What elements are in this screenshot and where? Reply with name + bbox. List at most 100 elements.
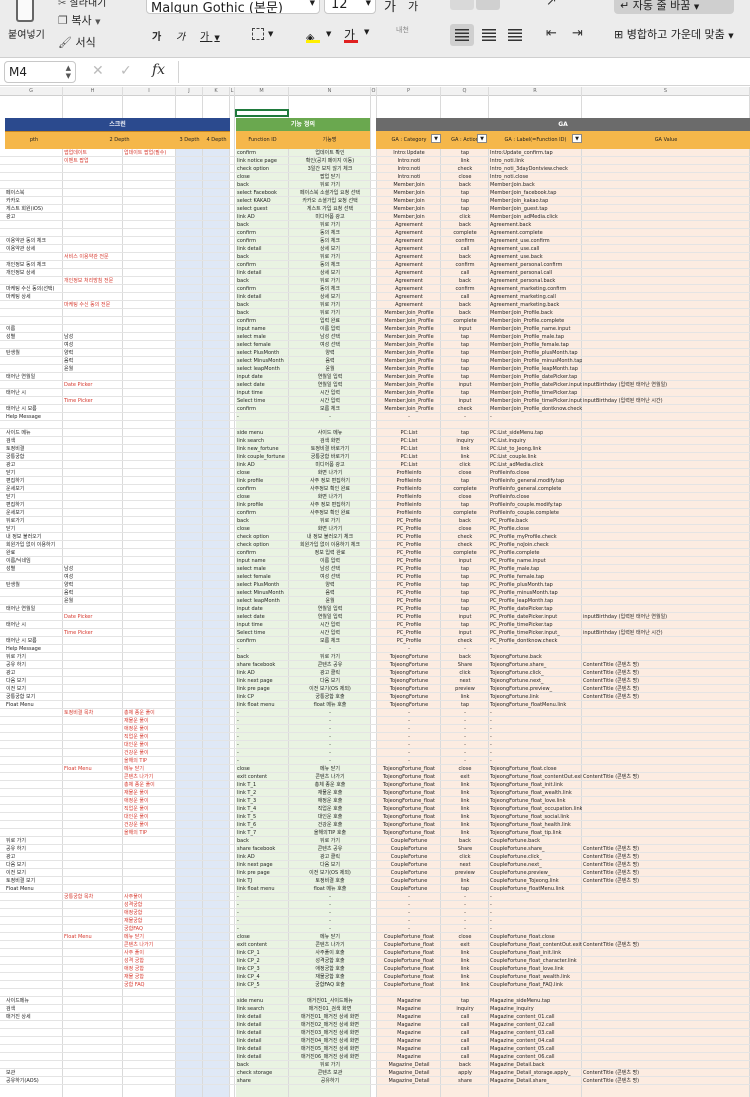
depth3-cell[interactable]: 메뉴 닫기	[124, 934, 144, 940]
depth2-cell[interactable]: Date Picker	[64, 382, 93, 388]
decrease-indent-button[interactable]: ⇤	[546, 26, 557, 41]
function-name-cell[interactable]: 이전 보기(OS 제외)	[309, 870, 351, 876]
ga-category-cell[interactable]: Member:Join_Profile	[384, 406, 434, 412]
function-name-cell[interactable]: 팝업 닫기	[320, 174, 340, 180]
function-id-cell[interactable]: input date	[237, 374, 263, 380]
ga-action-cell[interactable]: link	[460, 158, 470, 164]
depth1-cell[interactable]: 검색	[6, 438, 16, 444]
function-id-cell[interactable]: -	[237, 710, 239, 716]
depth1-cell[interactable]: 마케팅 수신 동의(선택)	[6, 286, 55, 292]
depth1-cell[interactable]: 토정비결 보기	[6, 878, 36, 884]
function-id-cell[interactable]: -	[237, 718, 239, 724]
function-id-cell[interactable]: link search	[237, 438, 265, 444]
ga-category-cell[interactable]: TojeongFortune_float	[382, 822, 436, 828]
ga-category-cell[interactable]: TojeongFortune	[389, 702, 429, 708]
ga-label-cell[interactable]: PC_Profile_female.tap	[490, 574, 545, 580]
ga-category-cell[interactable]: Agreement	[395, 230, 423, 236]
ga-action-cell[interactable]: -	[464, 902, 466, 908]
column-header-k[interactable]: K	[203, 87, 230, 96]
depth1-cell[interactable]: 토정비결	[6, 446, 25, 452]
function-name-cell[interactable]: -	[329, 926, 331, 932]
ga-category-cell[interactable]: PC:List	[400, 446, 418, 452]
function-id-cell[interactable]: link float menu	[237, 886, 275, 892]
ga-category-cell[interactable]: PC_Profile	[396, 518, 422, 524]
function-id-cell[interactable]: back	[237, 310, 249, 316]
ga-label-cell[interactable]: Agreement_personal.confirm	[490, 262, 563, 268]
ga-category-cell[interactable]: PC_Profile	[396, 526, 422, 532]
ga-action-cell[interactable]: tap	[460, 350, 470, 356]
ga-action-cell[interactable]: -	[464, 910, 466, 916]
ga-category-cell[interactable]: TojeongFortune_float	[382, 830, 436, 836]
function-id-cell[interactable]: select leapMonth	[237, 598, 280, 604]
function-name-cell[interactable]: 동의 체크	[320, 230, 340, 236]
depth1-cell[interactable]: 광고	[6, 214, 16, 220]
function-name-cell[interactable]: 양력	[325, 350, 335, 356]
depth2-cell[interactable]: 음력	[64, 590, 74, 596]
column-header-p[interactable]: P	[377, 87, 441, 96]
depth3-cell[interactable]: 재물운 풀이	[124, 790, 149, 796]
depth1-cell[interactable]: 매거진 상세	[6, 1014, 31, 1020]
ga-category-cell[interactable]: PC_Profile	[396, 638, 422, 644]
ga-value-cell[interactable]: ContentTitle (콘텐츠 명)	[583, 670, 640, 676]
ga-category-cell[interactable]: TojeongFortune	[389, 686, 429, 692]
function-id-cell[interactable]: link pre page	[237, 686, 270, 692]
ga-category-cell[interactable]: Member:Join	[393, 182, 425, 188]
function-id-cell[interactable]: link detail	[237, 270, 262, 276]
function-id-cell[interactable]: close	[237, 174, 250, 180]
ga-action-cell[interactable]: link	[460, 806, 470, 812]
ga-action-cell[interactable]: -	[464, 894, 466, 900]
italic-button[interactable]: 가	[176, 32, 186, 43]
depth1-cell[interactable]: 광고	[6, 854, 16, 860]
depth1-cell[interactable]: 탄생월	[6, 582, 20, 588]
function-name-cell[interactable]: 뒤로 가기	[320, 182, 340, 188]
function-name-cell[interactable]: 회원가입 없이 이용하기 체크	[300, 542, 360, 548]
ga-category-cell[interactable]: PC_Profile	[396, 558, 422, 564]
ga-label-cell[interactable]: Agreement_use.call	[490, 246, 540, 252]
ga-action-cell[interactable]: link	[460, 878, 470, 884]
function-name-cell[interactable]: 사주 정보 편집하기	[310, 502, 350, 508]
depth3-cell[interactable]: 애정 궁합	[124, 966, 144, 972]
ga-label-cell[interactable]: Agreement_personal.back	[490, 278, 556, 284]
function-name-cell[interactable]: 궁통궁합 바로가기	[310, 454, 350, 460]
ga-label-cell[interactable]: CoupleFortune_Tojeong.link	[490, 878, 559, 884]
align-middle-button[interactable]	[476, 0, 500, 10]
function-name-cell[interactable]: 음력	[325, 590, 335, 596]
depth1-cell[interactable]: 개인정보 상세	[6, 270, 36, 276]
ga-label-cell[interactable]: CoupleFortune_float_FAQ.link	[490, 982, 563, 988]
function-id-cell[interactable]: close	[237, 526, 250, 532]
ga-action-cell[interactable]: input	[458, 630, 472, 636]
function-name-cell[interactable]: -	[329, 734, 331, 740]
ga-action-cell[interactable]: call	[460, 1030, 470, 1036]
orientation-button[interactable]: ↗	[546, 0, 557, 9]
depth1-cell[interactable]: 태어난 시	[6, 390, 26, 396]
depth1-cell[interactable]: 운세보기	[6, 486, 25, 492]
ga-action-cell[interactable]: tap	[460, 390, 470, 396]
ga-category-cell[interactable]: Magazine_Detail	[388, 1078, 430, 1084]
ga-category-cell[interactable]: -	[408, 726, 410, 732]
ga-category-cell[interactable]: -	[408, 926, 410, 932]
function-id-cell[interactable]: link detail	[237, 1022, 262, 1028]
function-name-cell[interactable]: 화면 나가기	[317, 526, 343, 532]
ga-action-cell[interactable]: call	[460, 1046, 470, 1052]
function-name-cell[interactable]: 여성 선택	[320, 342, 340, 348]
depth1-cell[interactable]: 뒤로가기	[6, 518, 25, 524]
font-color-button[interactable]: 가 ▼	[344, 24, 374, 44]
depth3-cell[interactable]: 사주 풀이	[124, 950, 144, 956]
ga-label-cell[interactable]: Member:Join_Profile_male.tap	[490, 334, 564, 340]
depth3-cell[interactable]: 총체 종운 풀이	[124, 710, 155, 716]
function-name-cell[interactable]: -	[329, 414, 331, 420]
ga-category-cell[interactable]: Profileinfo	[396, 510, 422, 516]
ga-action-cell[interactable]: click	[459, 854, 471, 860]
ga-action-cell[interactable]: complete	[453, 318, 477, 324]
depth1-cell[interactable]: 궁통궁합 보기	[6, 694, 36, 700]
ga-label-cell[interactable]: TojeongFortune_floatMenu.link	[490, 702, 567, 708]
ga-value-cell[interactable]: ContentTitle (콘텐츠 명)	[583, 1078, 640, 1084]
function-id-cell[interactable]: link search	[237, 1006, 265, 1012]
function-name-cell[interactable]: float 메뉴 호출	[313, 702, 347, 708]
ga-value-cell[interactable]: ContentTitle (콘텐츠 명)	[583, 774, 640, 780]
ga-category-cell[interactable]: -	[408, 414, 410, 420]
grow-font-button[interactable]: 가	[384, 0, 396, 15]
ga-action-cell[interactable]: click	[459, 670, 471, 676]
ga-action-cell[interactable]: close	[458, 494, 472, 500]
function-name-cell[interactable]: 윤월	[325, 366, 335, 372]
